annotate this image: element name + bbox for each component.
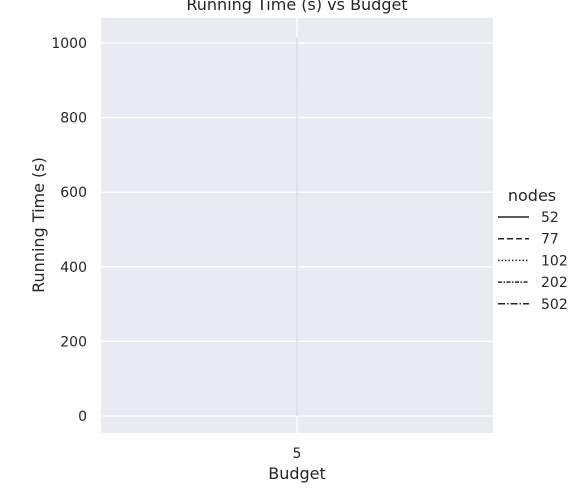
- y-axis-label: Running Time (s): [29, 157, 48, 293]
- y-tick-label: 200: [60, 334, 87, 350]
- x-tick-labels: 5: [293, 446, 302, 462]
- y-tick-label: 600: [60, 185, 87, 201]
- y-tick-label: 800: [60, 111, 87, 127]
- legend-title: nodes: [508, 186, 556, 205]
- legend: nodes 52 77 102 202 502: [498, 186, 568, 313]
- y-tick-labels: 0 200 400 600 800 1000: [51, 36, 87, 425]
- legend-label-52: 52: [541, 210, 559, 226]
- legend-label-77: 77: [541, 232, 559, 248]
- y-tick-label: 1000: [51, 36, 87, 52]
- legend-label-202: 202: [541, 275, 568, 291]
- legend-label-102: 102: [541, 253, 568, 269]
- legend-label-502: 502: [541, 297, 568, 313]
- y-tick-label: 400: [60, 260, 87, 276]
- x-axis-label: Budget: [268, 464, 326, 483]
- chart-title: Running Time (s) vs Budget: [186, 0, 407, 14]
- y-tick-label: 0: [78, 409, 87, 425]
- x-tick-label: 5: [293, 446, 302, 462]
